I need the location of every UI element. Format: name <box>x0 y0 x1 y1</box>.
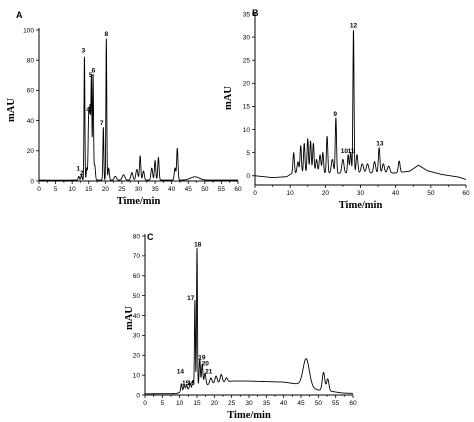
peak-label-12: 12 <box>350 22 358 29</box>
x-tick-label: 50 <box>315 400 323 407</box>
peak-label-6: 6 <box>92 67 96 74</box>
x-tick-label: 0 <box>143 400 147 407</box>
peak-label-17: 17 <box>187 295 195 302</box>
peak-label-2: 2 <box>80 170 84 177</box>
y-tick-label: 25 <box>243 58 251 65</box>
x-tick-label: 5 <box>54 186 58 193</box>
peak-label-15: 15 <box>182 380 190 387</box>
y-tick-label: 50 <box>133 293 141 300</box>
y-tick-label: 80 <box>27 58 35 65</box>
x-tick-label: 0 <box>37 186 41 193</box>
x-tick-label: 25 <box>228 400 236 407</box>
peak-label-4: 4 <box>86 107 90 114</box>
y-tick-label: 0 <box>246 173 250 180</box>
y-tick-label: 60 <box>27 88 35 95</box>
chromatogram-trace <box>144 247 354 395</box>
peak-label-20: 20 <box>202 361 210 368</box>
x-tick-label: 20 <box>322 190 330 197</box>
peak-label-9: 9 <box>333 111 337 118</box>
y-tick-label: 0 <box>136 392 140 399</box>
peak-label-16: 16 <box>187 380 195 387</box>
x-tick-label: 0 <box>253 190 257 197</box>
peak-label-14: 14 <box>177 369 185 376</box>
peak-label-11: 11 <box>348 148 355 155</box>
x-tick-label: 40 <box>392 190 400 197</box>
y-tick-label: 35 <box>243 11 251 18</box>
y-tick-label: 100 <box>23 27 34 34</box>
y-tick-label: 20 <box>243 81 251 88</box>
y-tick-label: 10 <box>243 127 251 134</box>
peak-label-7: 7 <box>100 120 104 127</box>
panel-label: B <box>252 8 259 18</box>
chromatogram-trace <box>254 30 467 180</box>
x-tick-label: 50 <box>201 186 209 193</box>
y-axis-label: mAU <box>6 98 17 122</box>
y-tick-label: 20 <box>133 353 141 360</box>
x-tick-label: 30 <box>135 186 143 193</box>
y-tick-label: 10 <box>133 372 141 379</box>
y-tick-label: 80 <box>133 233 141 240</box>
x-tick-label: 60 <box>349 400 357 407</box>
y-axis-label: mAU <box>223 86 234 110</box>
x-tick-label: 60 <box>462 190 470 197</box>
x-axis-label: Time/min <box>227 410 271 421</box>
y-tick-label: 5 <box>246 150 250 157</box>
x-tick-label: 20 <box>211 400 219 407</box>
y-tick-label: 20 <box>27 148 35 155</box>
x-tick-label: 55 <box>332 400 340 407</box>
y-tick-label: 40 <box>133 313 141 320</box>
peak-label-10: 10 <box>341 148 349 155</box>
chromatogram-trace <box>38 38 239 181</box>
peak-label-18: 18 <box>194 241 202 248</box>
peak-label-5: 5 <box>89 72 93 79</box>
x-tick-label: 60 <box>234 186 242 193</box>
peak-label-21: 21 <box>205 369 213 376</box>
x-tick-label: 35 <box>263 400 271 407</box>
y-tick-label: 30 <box>243 34 251 41</box>
chart-panel-c: 0 5 10 15 20 25 30 35 40 45 50 55 60 0 10 20 30 40 50 60 70 8… <box>124 232 357 421</box>
chart-panel-a: 0 5 10 15 20 25 30 35 40 45 50 55 600204060801001234… <box>6 10 242 207</box>
peak-label-13: 13 <box>376 141 384 148</box>
x-tick-label: 20 <box>102 186 110 193</box>
x-tick-label: 45 <box>297 400 305 407</box>
x-axis-label: Time/min <box>339 200 383 211</box>
x-tick-label: 55 <box>218 186 226 193</box>
x-tick-label: 50 <box>427 190 435 197</box>
x-tick-label: 15 <box>85 186 93 193</box>
x-tick-label: 30 <box>357 190 365 197</box>
peak-label-19: 19 <box>198 355 206 362</box>
panel-label: A <box>16 10 23 20</box>
y-tick-label: 30 <box>133 333 141 340</box>
x-tick-label: 10 <box>287 190 295 197</box>
peak-label-3: 3 <box>82 48 86 55</box>
x-tick-label: 10 <box>69 186 77 193</box>
y-tick-label: 60 <box>133 273 141 280</box>
peak-label-1: 1 <box>76 165 80 172</box>
y-tick-label: 15 <box>243 104 251 111</box>
x-tick-label: 10 <box>176 400 184 407</box>
x-tick-label: 30 <box>245 400 253 407</box>
y-tick-label: 70 <box>133 253 141 260</box>
x-tick-label: 40 <box>168 186 176 193</box>
panel-label: C <box>147 232 154 242</box>
x-tick-label: 45 <box>185 186 193 193</box>
peak-label-8: 8 <box>105 31 109 38</box>
x-axis-label: Time/min <box>117 196 161 207</box>
x-tick-label: 5 <box>161 400 165 407</box>
y-tick-label: 40 <box>27 118 35 125</box>
x-tick-label: 40 <box>280 400 288 407</box>
x-tick-label: 35 <box>151 186 159 193</box>
x-tick-label: 25 <box>118 186 126 193</box>
y-axis-label: mAU <box>124 306 135 330</box>
x-tick-label: 15 <box>193 400 201 407</box>
y-tick-label: 0 <box>30 178 34 185</box>
